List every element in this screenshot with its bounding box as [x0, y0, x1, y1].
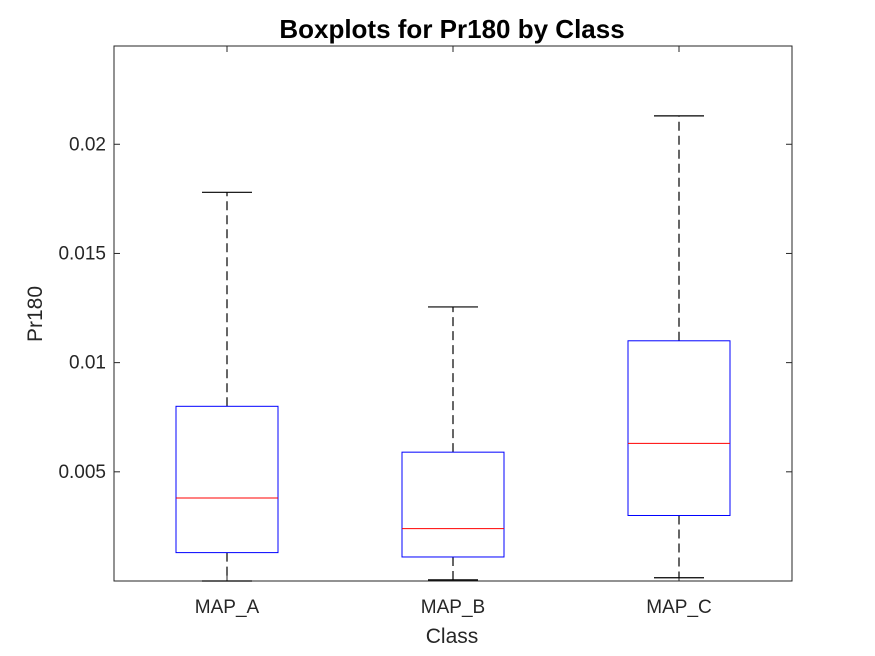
box-map-b — [401, 306, 505, 581]
y-tick-label: 0.005 — [58, 462, 106, 483]
iqr-box — [175, 405, 279, 554]
box-map-c — [627, 115, 731, 579]
box-map-a — [175, 191, 279, 582]
y-axis-label: Pr180 — [24, 286, 47, 342]
y-axis: 0.005 0.01 0.015 0.02 — [58, 134, 792, 483]
y-tick-label: 0.015 — [58, 243, 106, 264]
y-tick-label: 0.02 — [69, 134, 106, 155]
iqr-box — [627, 340, 731, 516]
y-tick-label: 0.01 — [69, 353, 106, 374]
boxes-group — [175, 115, 731, 582]
plot-area — [113, 45, 793, 582]
chart-title: Boxplots for Pr180 by Class — [279, 14, 624, 44]
iqr-box — [401, 451, 505, 558]
x-tick-label: MAP_A — [195, 597, 260, 618]
x-axis-label: Class — [426, 625, 479, 648]
x-tick-label: MAP_B — [421, 597, 485, 618]
x-tick-label: MAP_C — [646, 597, 711, 618]
